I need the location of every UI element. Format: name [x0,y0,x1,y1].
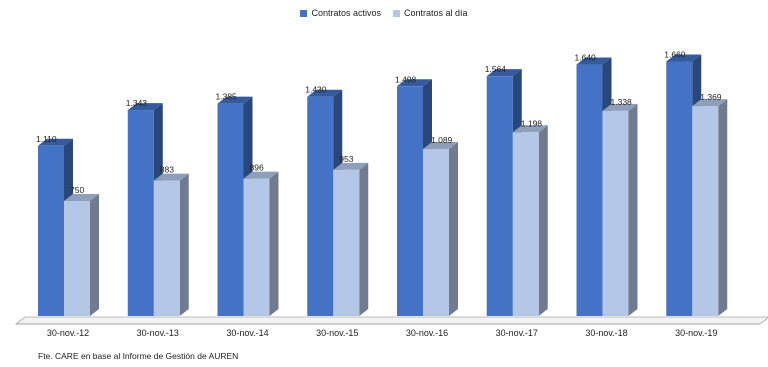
bar-top-s1-1 [153,173,189,181]
bar-top-s0-6 [576,57,612,65]
x-tick-label-3: 30-nov.-15 [316,328,358,338]
bar-top-s0-7 [666,54,702,62]
bar-s1-3 [333,169,360,316]
bar-top-s1-4 [423,142,458,150]
bar-s1-1 [153,180,180,316]
legend-swatch-activos [300,9,308,17]
data-label-s0-7: 1.660 [664,49,686,59]
bar-top-s0-0 [38,138,73,146]
bar-s0-3 [307,96,334,316]
data-label-s1-3: 953 [339,154,353,164]
bar-side-s1-5 [538,125,548,316]
data-label-s1-0: 750 [70,185,84,195]
bar-s1-6 [602,110,629,316]
bar-s1-2 [243,178,270,316]
bar-top-s1-5 [512,125,548,133]
data-label-s0-5: 1.564 [485,64,507,74]
legend-label-activos: Contratos activos [311,8,381,18]
legend-item-activos: Contratos activos [300,8,381,18]
data-label-s0-2: 1.385 [216,92,238,102]
x-tick-label-6: 30-nov.-18 [585,328,627,338]
bar-s1-4 [423,149,449,316]
bar-s0-7 [666,61,693,316]
data-label-s1-6: 1.338 [611,97,633,107]
source-note: Fte. CARE en base al Informe de Gestión … [38,351,239,361]
data-label-s0-1: 1.343 [126,98,148,108]
bar-top-s0-4 [397,79,432,87]
bar-s1-7 [692,106,719,316]
chart-legend: Contratos activos Contratos al día [0,8,768,18]
x-tick-label-1: 30-nov.-13 [137,328,179,338]
bar-s1-5 [512,132,539,316]
x-tick-label-7: 30-nov.-19 [675,328,717,338]
bar-s0-5 [486,76,513,316]
bar-top-s1-0 [64,194,99,201]
bar-top-s0-5 [486,69,522,77]
data-label-s0-3: 1.430 [305,85,327,95]
bar-s1-0 [64,201,90,316]
chart-floor [14,316,768,325]
legend-swatch-al-dia [392,9,400,17]
bar-side-s1-2 [269,171,279,316]
bar-s0-1 [127,110,154,316]
legend-label-al-dia: Contratos al día [403,8,468,18]
x-tick-label-2: 30-nov.-14 [226,328,268,338]
data-label-s0-4: 1.498 [395,74,417,84]
bar-top-s1-6 [602,103,638,111]
data-label-s0-0: 1.110 [36,134,57,144]
data-label-s1-7: 1.369 [700,92,722,102]
data-label-s1-5: 1.198 [521,118,543,128]
bar-top-s0-3 [307,89,343,97]
data-label-s1-2: 896 [250,163,264,173]
bar-top-s0-1 [127,103,163,111]
bar-side-s1-4 [449,142,458,316]
data-label-s0-6: 1.640 [575,53,597,63]
bar-top-s1-7 [692,99,728,107]
bar-top-s1-2 [243,171,279,179]
bar-s0-0 [38,145,64,316]
x-tick-label-5: 30-nov.-17 [496,328,538,338]
bar-s0-6 [576,64,603,317]
bar-side-s1-0 [90,194,99,316]
bar-top-s0-2 [217,96,253,104]
legend-item-al-dia: Contratos al día [392,8,468,18]
x-tick-label-4: 30-nov.-16 [406,328,448,338]
bar-side-s1-6 [628,103,638,316]
data-label-s1-1: 883 [160,165,174,175]
bar-top-s1-3 [333,162,369,170]
x-tick-label-0: 30-nov.-12 [47,328,89,338]
bar-side-s1-7 [718,99,728,316]
data-label-s1-4: 1.089 [431,135,453,145]
bar-s0-2 [217,103,244,316]
bar-side-s1-3 [359,162,369,316]
bar-s0-4 [397,86,423,316]
bar-side-s1-1 [179,173,189,316]
